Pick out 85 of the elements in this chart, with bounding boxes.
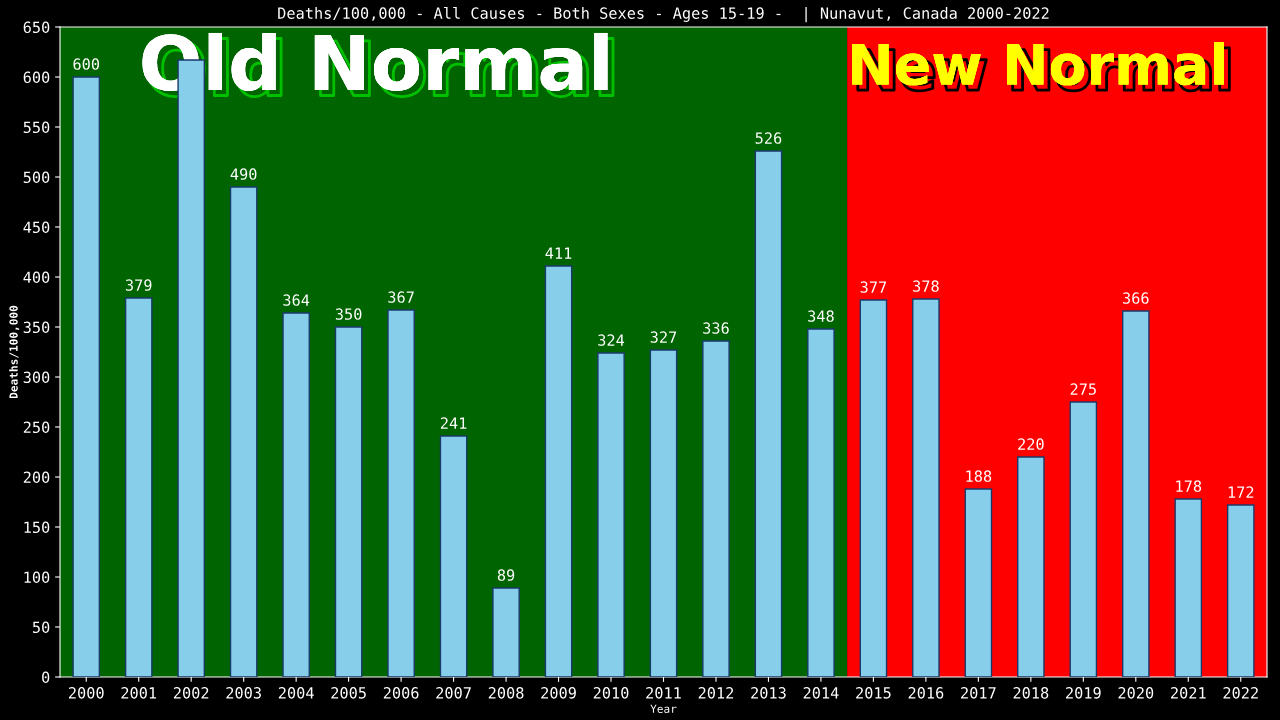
y-tick-label: 500: [23, 171, 50, 184]
data-label: 367: [388, 291, 414, 303]
y-tick-label: 550: [23, 121, 50, 134]
bar: [492, 587, 520, 677]
data-label: 490: [230, 168, 257, 180]
data-label: 366: [1123, 292, 1149, 304]
bar: [334, 326, 363, 677]
bar: [702, 340, 730, 677]
y-tick-label: 300: [23, 371, 50, 384]
band-label: New Normal: [852, 42, 1230, 91]
x-tick-label: 2000: [68, 687, 104, 699]
x-tick-label: 2014: [803, 687, 839, 699]
x-tick-label: 2006: [383, 687, 419, 699]
bar: [1069, 401, 1098, 677]
y-tick-label: 0: [42, 671, 50, 684]
bar: [387, 309, 415, 677]
x-tick-label: 2011: [646, 687, 681, 699]
x-tick-label: 2012: [698, 687, 734, 699]
data-label: 327: [650, 331, 677, 343]
data-label: 379: [125, 279, 152, 291]
data-label: 178: [1176, 480, 1202, 492]
chart-title: Deaths/100,000 - All Causes - Both Sexes - Ages 15-19 - | Nunavut, Canada 2000-2022: [278, 6, 1049, 23]
x-tick-label: 2007: [436, 687, 471, 699]
x-tick-label: 2008: [488, 687, 524, 699]
y-tick-label: 600: [23, 71, 50, 84]
y-tick-label: 350: [23, 321, 50, 334]
bar: [1121, 310, 1150, 677]
data-label: 220: [1018, 438, 1044, 450]
x-tick-label: 2002: [173, 687, 209, 699]
y-tick-label: 200: [23, 471, 50, 484]
data-label: 378: [913, 280, 939, 292]
y-tick-label: 400: [23, 271, 50, 284]
data-label: 600: [73, 58, 100, 70]
bar: [124, 297, 153, 677]
bar: [439, 435, 468, 677]
y-tick-label: 50: [32, 621, 50, 634]
data-label: 324: [598, 334, 625, 346]
x-tick-label: 2015: [856, 687, 891, 699]
bar: [597, 352, 625, 677]
x-tick-label: 2019: [1066, 687, 1101, 699]
x-tick-label: 2005: [331, 687, 366, 699]
x-tick-label: 2003: [226, 687, 261, 699]
data-label: 336: [703, 322, 729, 334]
data-label: 172: [1228, 486, 1254, 498]
x-tick-label: 2009: [541, 687, 576, 699]
bar: [72, 76, 101, 677]
x-tick-label: 2010: [593, 687, 629, 699]
y-tick-label: 450: [23, 221, 50, 234]
data-label: 526: [755, 132, 782, 144]
bar: [859, 299, 888, 677]
bar: [1174, 498, 1203, 677]
bar: [912, 298, 940, 677]
bar: [964, 488, 993, 677]
bar: [1226, 504, 1255, 677]
bar: [282, 312, 310, 677]
data-label: 348: [808, 310, 834, 322]
x-tick-label: 2017: [961, 687, 996, 699]
bar: [1017, 456, 1045, 677]
x-tick-label: 2022: [1223, 687, 1258, 699]
data-label: 350: [335, 308, 362, 320]
x-axis-title: Year: [650, 704, 677, 714]
y-tick-label: 250: [23, 421, 50, 434]
x-tick-label: 2016: [908, 687, 944, 699]
data-label: 377: [860, 281, 887, 293]
bar: [544, 265, 573, 677]
y-tick-label: 150: [24, 521, 50, 534]
x-tick-label: 2001: [121, 687, 157, 699]
data-label: 188: [966, 470, 992, 482]
x-tick-label: 2018: [1013, 687, 1049, 699]
data-label: 241: [440, 417, 467, 429]
data-label: 411: [545, 247, 572, 259]
bar: [754, 150, 783, 677]
y-tick-label: 650: [23, 21, 50, 34]
x-tick-label: 2020: [1118, 687, 1154, 699]
x-tick-label: 2013: [751, 687, 786, 699]
bar: [807, 328, 835, 677]
bar: [649, 349, 678, 677]
x-tick-label: 2004: [278, 687, 314, 699]
data-label: 89: [497, 569, 515, 581]
data-label: 275: [1070, 383, 1096, 395]
y-axis-title: Deaths/100,000: [9, 305, 20, 399]
bar: [229, 186, 258, 677]
y-tick-label: 100: [24, 571, 50, 584]
data-label: 364: [283, 294, 310, 306]
x-tick-label: 2021: [1171, 687, 1206, 699]
